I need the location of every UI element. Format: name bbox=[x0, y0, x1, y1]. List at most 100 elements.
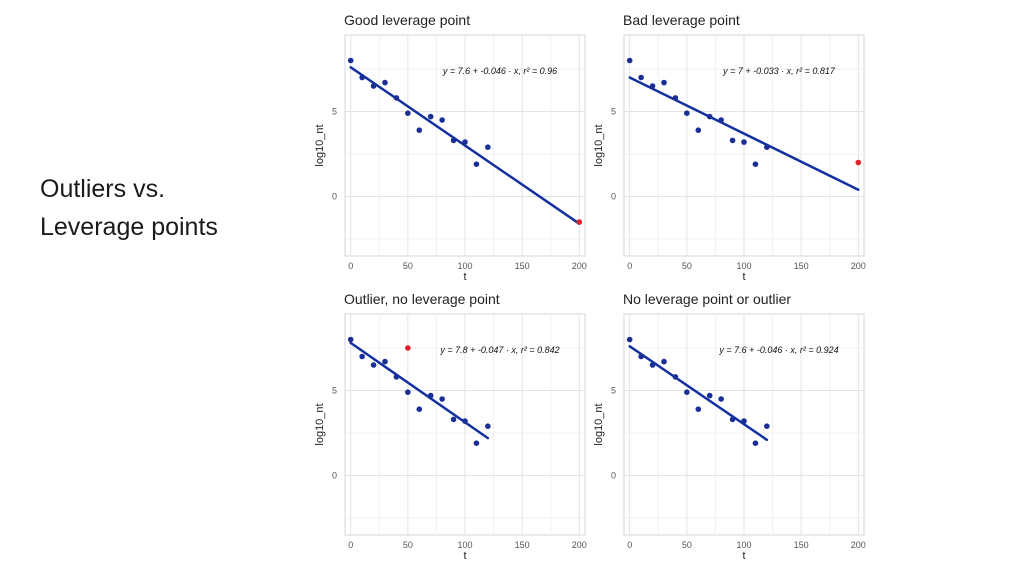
panel-4-regression-line bbox=[628, 345, 769, 442]
panel-2-y-tick-label: 0 bbox=[611, 192, 616, 202]
panel-1-highlight-point bbox=[576, 219, 583, 225]
panel-2-data-point bbox=[672, 95, 679, 101]
panel-2-x-axis-label: t bbox=[742, 271, 745, 283]
panel-4-x-tick-label: 50 bbox=[682, 540, 692, 550]
panel-4-title: No leverage point or outlier bbox=[623, 291, 791, 307]
panel-3-data-point bbox=[473, 440, 480, 447]
panel-4-y-axis-label: log10_nt bbox=[593, 403, 605, 445]
panel-4-x-tick-label: 0 bbox=[627, 540, 632, 550]
panel-2-y-axis-label: log10_nt bbox=[593, 124, 605, 166]
panel-2-data-point bbox=[626, 57, 633, 64]
panel-1-data-point bbox=[382, 79, 388, 86]
panel-3-data-point bbox=[405, 389, 411, 396]
panel-1-data-point bbox=[462, 139, 468, 145]
panel-3-x-tick-label: 100 bbox=[457, 540, 472, 550]
panel-2-highlight-point bbox=[855, 159, 862, 166]
panel-3-data-point bbox=[450, 416, 457, 423]
panel-2-y-tick-label: 5 bbox=[611, 107, 616, 117]
panel-3-data-point bbox=[347, 336, 354, 343]
panel-2-data-point bbox=[718, 117, 724, 123]
panel-2-data-point bbox=[729, 137, 736, 144]
panel-3-x-tick-label: 0 bbox=[348, 540, 353, 550]
panel-4-data-point bbox=[729, 416, 736, 423]
panel-3-data-point bbox=[462, 418, 468, 424]
panel-2-x-tick-label: 0 bbox=[627, 261, 632, 271]
panel-2-equation-label: y = 7 + -0.033 · x, r² = 0.817 bbox=[722, 66, 836, 76]
panel-1-data-point bbox=[370, 83, 377, 89]
panel-1-y-axis-label: log10_nt bbox=[314, 124, 326, 166]
slide-title-line-1: Outliers vs. bbox=[40, 175, 166, 203]
panel-4-x-tick-label: 200 bbox=[851, 540, 866, 550]
panel-3-title: Outlier, no leverage point bbox=[344, 291, 500, 307]
panel-3-equation-label: y = 7.8 + -0.047 · x, r² = 0.842 bbox=[439, 345, 559, 355]
panel-4-y-tick-label: 0 bbox=[611, 471, 616, 481]
panel-3-x-tick-label: 200 bbox=[572, 540, 587, 550]
panel-3-data-point bbox=[439, 396, 445, 402]
panel-1-data-point bbox=[427, 113, 434, 120]
panel-2-x-tick-label: 150 bbox=[794, 261, 809, 271]
panel-4-data-point bbox=[752, 440, 759, 447]
panel-1-regression-line bbox=[349, 66, 581, 225]
panel-4-data-point bbox=[672, 374, 679, 380]
panel-3-data-point bbox=[393, 374, 400, 380]
panel-4-data-point bbox=[684, 389, 690, 396]
panel-2-data-point bbox=[638, 74, 644, 81]
panel-3-y-tick-label: 0 bbox=[332, 471, 337, 481]
panel-1-y-tick-label: 5 bbox=[332, 107, 337, 117]
panel-2-data-point bbox=[684, 110, 690, 116]
panel-1-x-axis-label: t bbox=[463, 271, 466, 283]
panel-4-data-point bbox=[695, 406, 702, 413]
panel-3-y-axis-label: log10_nt bbox=[314, 403, 326, 445]
panel-3-data-point bbox=[427, 392, 434, 399]
panel-1-data-point bbox=[347, 57, 354, 64]
panel-2-x-tick-label: 200 bbox=[851, 261, 866, 271]
panel-4-data-point bbox=[638, 353, 644, 360]
panel-1-data-point bbox=[405, 110, 411, 116]
panel-3-data-point bbox=[370, 362, 377, 368]
panel-1-data-point bbox=[393, 95, 400, 101]
panel-4-equation-label: y = 7.6 + -0.046 · x, r² = 0.924 bbox=[718, 345, 838, 355]
panel-3-data-point bbox=[359, 353, 365, 360]
panel-1-data-point bbox=[416, 127, 423, 133]
panel-4-data-point bbox=[706, 392, 713, 399]
panel-1-x-tick-label: 100 bbox=[457, 261, 472, 271]
panel-2-regression-line bbox=[628, 76, 860, 191]
panel-2-data-point bbox=[661, 79, 667, 86]
panel-2-data-point bbox=[706, 113, 713, 120]
panel-1-x-tick-label: 200 bbox=[572, 261, 587, 271]
panel-2-data-point bbox=[649, 83, 656, 89]
panel-2-data-point bbox=[764, 144, 770, 150]
panel-3-x-tick-label: 50 bbox=[403, 540, 413, 550]
panel-2-x-tick-label: 100 bbox=[736, 261, 751, 271]
panel-4-x-axis-label: t bbox=[742, 550, 745, 562]
panel-1-data-point bbox=[473, 161, 480, 167]
panel-1-data-point bbox=[450, 137, 457, 144]
panel-4-data-point bbox=[661, 358, 667, 365]
panel-1-y-tick-label: 0 bbox=[332, 192, 337, 202]
panel-4-data-point bbox=[626, 336, 633, 343]
panel-2-data-point bbox=[695, 127, 702, 133]
panel-1-x-tick-label: 150 bbox=[515, 261, 530, 271]
panel-3-data-point bbox=[382, 358, 388, 365]
panel-4-data-point bbox=[764, 423, 770, 430]
panel-1-data-point bbox=[359, 74, 365, 81]
panel-1-data-point bbox=[439, 117, 445, 123]
panel-2-data-point bbox=[741, 139, 747, 145]
slide-title: Outliers vs. Leverage points bbox=[40, 170, 280, 246]
panel-4-data-point bbox=[741, 418, 747, 424]
panel-2-x-tick-label: 50 bbox=[682, 261, 692, 271]
panel-3-x-tick-label: 150 bbox=[515, 540, 530, 550]
panel-3-x-axis-label: t bbox=[463, 550, 466, 562]
panel-4-x-tick-label: 100 bbox=[736, 540, 751, 550]
panel-3-data-point bbox=[485, 423, 491, 430]
panel-1-x-tick-label: 50 bbox=[403, 261, 413, 271]
panel-1-equation-label: y = 7.6 + -0.046 · x, r² = 0.96 bbox=[442, 66, 557, 76]
panel-1-x-tick-label: 0 bbox=[348, 261, 353, 271]
panel-1-data-point bbox=[485, 144, 491, 150]
panel-3-highlight-point bbox=[405, 345, 411, 351]
panel-2-title: Bad leverage point bbox=[623, 12, 740, 28]
panel-4-data-point bbox=[718, 396, 724, 402]
panel-3-data-point bbox=[416, 406, 423, 413]
panel-3-y-tick-label: 5 bbox=[332, 386, 337, 396]
